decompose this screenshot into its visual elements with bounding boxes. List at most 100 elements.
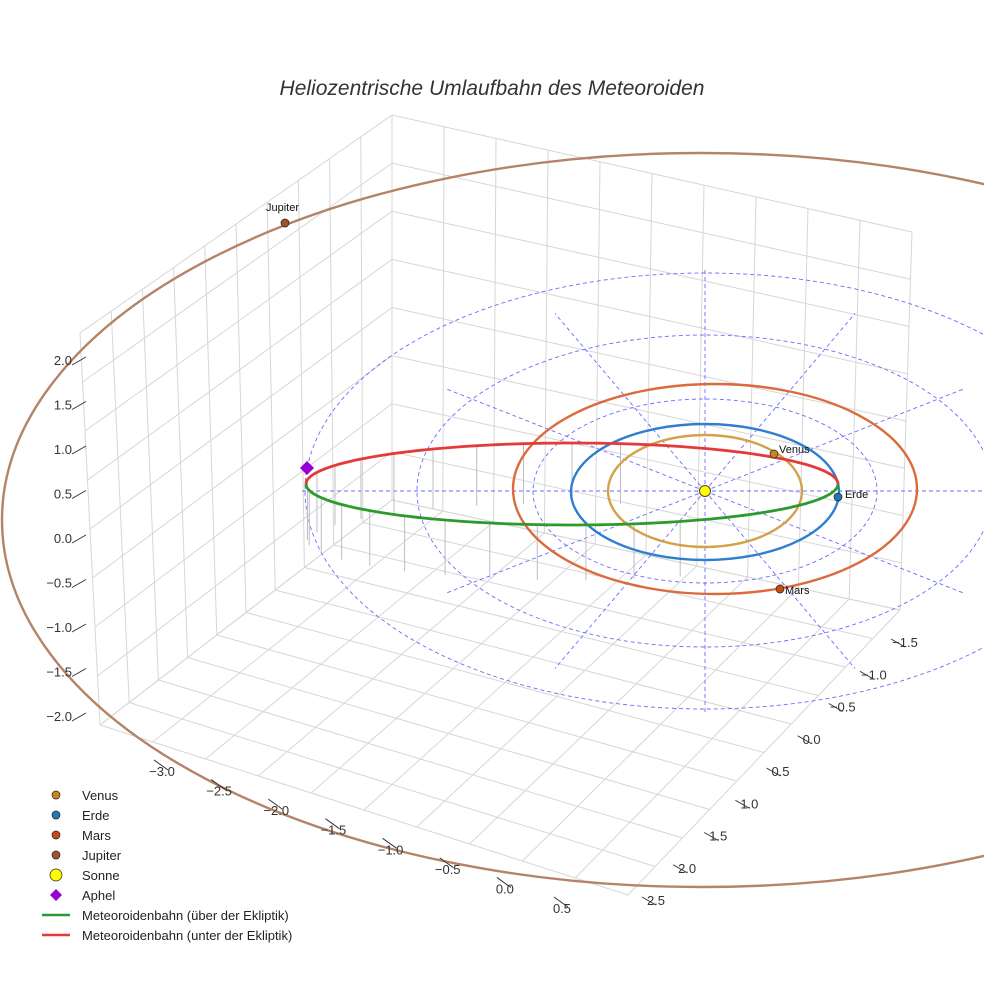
reference-spoke xyxy=(704,388,965,492)
z-tick-label: 2.0 xyxy=(54,353,72,368)
z-tick-mark xyxy=(71,712,87,722)
marker-erde xyxy=(833,492,843,502)
floor-gridline xyxy=(522,587,799,862)
y-tick-mark xyxy=(735,799,750,809)
floor-gridline xyxy=(627,609,901,896)
marker-aphel xyxy=(300,461,314,475)
z-axis-ticks: −2.0 −1.5 −1.0 −0.5 0.0 0.5 1.0 1.5 2.0 xyxy=(46,353,87,724)
marker-venus xyxy=(769,449,779,459)
marker-jupiter xyxy=(280,218,290,228)
y-tick-mark xyxy=(890,638,906,648)
z-tick-mark xyxy=(71,534,87,544)
meteoroid-segment-above xyxy=(304,483,840,527)
wall-horizontal-gridline xyxy=(79,114,913,334)
x-tick-mark xyxy=(153,759,169,771)
z-tick-label: 1.0 xyxy=(54,442,72,457)
marker-sonne xyxy=(699,485,711,497)
y-tick-label: 0.0 xyxy=(803,732,821,747)
y-tick-mark xyxy=(672,864,688,874)
chart-title: Heliozentrische Umlaufbahn des Meteoroid… xyxy=(280,77,705,100)
y-tick-label: −0.5 xyxy=(830,700,856,715)
z-tick-mark xyxy=(71,579,87,588)
wall-horizontal-gridline xyxy=(82,162,911,383)
reference-spoke xyxy=(704,490,856,669)
x-tick-label: −2.5 xyxy=(206,784,232,799)
orbit-mars xyxy=(511,382,919,596)
legend-dot xyxy=(51,830,61,840)
ecliptic-reference-grid xyxy=(300,269,984,713)
x-tick-label: −1.0 xyxy=(378,842,404,857)
floor-gridline xyxy=(333,544,846,668)
reference-spoke xyxy=(445,490,706,594)
z-tick-mark xyxy=(71,401,87,410)
x-tick-mark xyxy=(210,779,226,790)
z-tick-label: −0.5 xyxy=(46,576,72,591)
legend-entry-label: Meteoroidenbahn (unter der Ekliptik) xyxy=(82,928,292,943)
y-tick-label: 0.5 xyxy=(771,764,789,779)
y-tick-mark xyxy=(797,735,812,745)
z-tick-mark xyxy=(71,445,87,455)
x-tick-label: 0.5 xyxy=(553,901,571,916)
x-tick-mark xyxy=(267,798,283,810)
legend-entry-label: Jupiter xyxy=(82,848,122,863)
legend-dot xyxy=(49,868,63,882)
y-tick-label: 1.0 xyxy=(740,796,758,811)
floor-gridline xyxy=(304,567,819,696)
y-tick-label: 2.5 xyxy=(647,893,665,908)
legend-entry-label: Venus xyxy=(82,788,119,803)
z-tick-label: 0.5 xyxy=(54,487,72,502)
y-axis-ticks: −1.5 −1.0 −0.5 0.0 0.5 1.0 1.5 2.0 2.5 xyxy=(641,635,918,908)
meteoroid-orbit xyxy=(304,441,840,527)
label-venus: Venus xyxy=(779,444,810,456)
meteoroid-segment-below xyxy=(304,441,840,485)
x-tick-mark xyxy=(496,877,512,888)
legend-entry-label: Aphel xyxy=(82,888,115,903)
label-mars: Mars xyxy=(785,585,810,597)
x-tick-label: −3.0 xyxy=(149,764,175,779)
y-tick-mark xyxy=(704,832,719,841)
z-tick-label: −1.5 xyxy=(46,665,72,680)
marker-mars xyxy=(775,584,785,594)
floor-gridline xyxy=(391,499,901,611)
legend-entry-label: Erde xyxy=(82,808,109,823)
z-tick-mark xyxy=(71,668,87,677)
floor-gridline xyxy=(469,576,748,845)
z-tick-label: 1.5 xyxy=(54,398,72,413)
legend-diamond xyxy=(50,889,62,901)
legend-dot xyxy=(51,790,61,800)
reference-spoke xyxy=(445,388,706,492)
reference-spoke xyxy=(554,313,706,492)
floor-gridline xyxy=(416,565,698,828)
legend-entry-label: Mars xyxy=(82,828,111,843)
floor-gridline xyxy=(574,598,850,879)
z-tick-mark xyxy=(71,623,87,633)
y-tick-label: 2.0 xyxy=(678,861,696,876)
x-tick-mark xyxy=(553,896,569,908)
x-tick-label: 0.0 xyxy=(496,881,514,896)
reference-spoke xyxy=(704,313,856,492)
z-tick-label: −2.0 xyxy=(46,709,72,724)
y-tick-mark xyxy=(828,703,843,712)
y-tick-mark xyxy=(641,896,657,906)
wall-horizontal-gridline xyxy=(89,306,907,530)
orbit-venus xyxy=(606,433,804,549)
label-jupiter: Jupiter xyxy=(266,202,299,214)
y-tick-mark xyxy=(859,670,875,680)
y-tick-label: −1.5 xyxy=(892,635,918,650)
x-tick-label: −1.5 xyxy=(321,823,347,838)
legend-dot xyxy=(51,850,61,860)
x-tick-mark xyxy=(439,857,455,869)
x-tick-label: −0.5 xyxy=(435,862,461,877)
y-tick-label: −1.0 xyxy=(861,667,887,682)
label-erde: Erde xyxy=(845,489,868,501)
planet-orbits xyxy=(1,151,984,889)
z-tick-label: −1.0 xyxy=(46,620,72,635)
body-markers: Venus Erde Mars Jupiter xyxy=(266,202,868,597)
z-tick-mark xyxy=(71,356,87,366)
x-tick-mark xyxy=(325,818,340,830)
orbit-erde xyxy=(569,422,841,562)
floor-gridline xyxy=(363,554,647,811)
x-tick-mark xyxy=(382,837,397,849)
wall-horizontal-gridline xyxy=(99,499,901,726)
